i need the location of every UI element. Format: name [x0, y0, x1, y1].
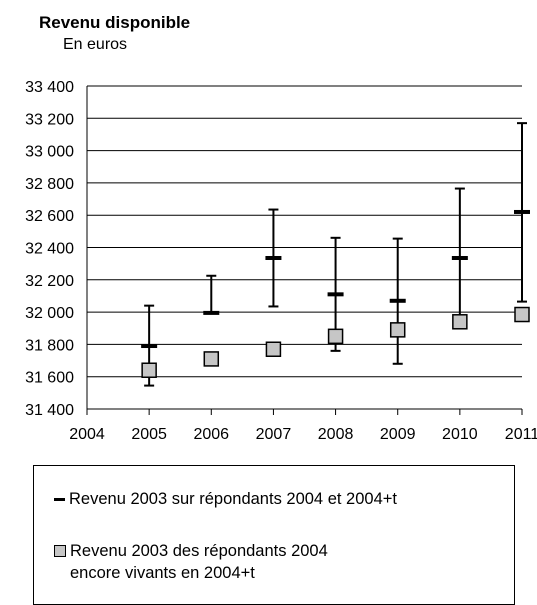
- y-tick-label: 33 400: [25, 79, 74, 96]
- y-tick-label: 33 000: [25, 144, 74, 161]
- legend-item-errorbar-series: Revenu 2003 sur répondants 2004 et 2004+…: [54, 488, 397, 510]
- square-marker: [389, 322, 406, 338]
- square-marker: [452, 314, 468, 330]
- dash-marker: [203, 310, 220, 315]
- legend: Revenu 2003 sur répondants 2004 et 2004+…: [33, 465, 515, 605]
- y-tick-label: 32 800: [25, 176, 74, 193]
- y-tick-label: 32 400: [25, 241, 74, 258]
- square-marker: [265, 341, 282, 357]
- dash-marker: [451, 255, 468, 260]
- y-tick-label: 32 600: [25, 208, 74, 225]
- legend-label: Revenu 2003 des répondants 2004 encore v…: [70, 542, 328, 582]
- chart-plot: 31 400 31 600 31 800 32 000 32 200 32 400 32 6…: [25, 79, 537, 443]
- y-tick-label: 31 600: [25, 370, 74, 387]
- square-marker-icon: [54, 545, 66, 557]
- x-tick-label: 2005: [131, 426, 167, 443]
- dash-marker: [514, 209, 530, 214]
- x-tick-label: 2008: [318, 426, 354, 443]
- legend-label: Revenu 2003 sur répondants 2004 et 2004+…: [69, 490, 397, 508]
- chart-subtitle: En euros: [63, 36, 128, 53]
- square-marker: [514, 306, 530, 323]
- x-tick-label: 2004: [69, 426, 105, 443]
- square-marker: [327, 328, 344, 345]
- x-tick-label: 2011: [505, 426, 537, 443]
- dash-marker: [265, 255, 282, 260]
- dash-marker-icon: [54, 498, 65, 501]
- x-tick-label: 2006: [193, 426, 229, 443]
- x-tick-label: 2007: [256, 426, 292, 443]
- square-marker: [141, 362, 157, 378]
- y-tick-label: 31 800: [25, 337, 74, 354]
- dash-marker: [389, 298, 406, 303]
- legend-item-square-series: Revenu 2003 des répondants 2004 encore v…: [54, 540, 328, 584]
- square-marker: [203, 351, 220, 367]
- y-tick-label: 31 400: [25, 402, 74, 419]
- y-tick-label: 32 000: [25, 305, 74, 322]
- dash-marker: [141, 344, 158, 349]
- x-tick-label: 2009: [380, 426, 416, 443]
- dash-marker: [327, 292, 344, 297]
- chart-title: Revenu disponible: [39, 13, 191, 32]
- y-tick-label: 32 200: [25, 273, 74, 290]
- y-tick-label: 33 200: [25, 111, 74, 128]
- x-tick-label: 2010: [442, 426, 478, 443]
